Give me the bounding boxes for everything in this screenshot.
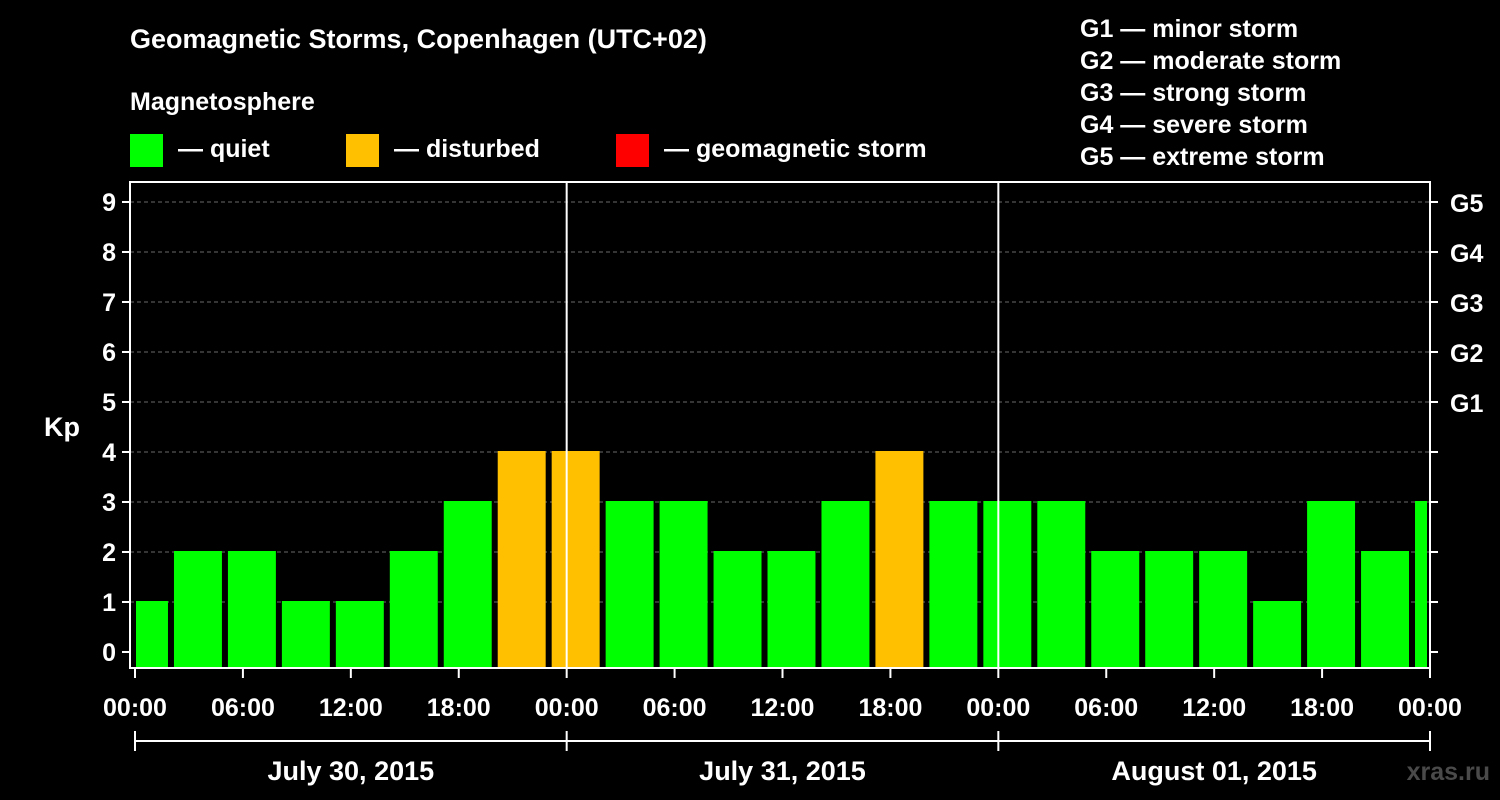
- kp-bar-13: [821, 501, 870, 667]
- kp-bar-21: [1253, 601, 1302, 667]
- y-tick-label: 6: [102, 339, 116, 367]
- legend-swatch: [130, 134, 163, 167]
- x-tick-label: 06:00: [1074, 694, 1138, 722]
- kp-bar-4: [335, 601, 384, 667]
- storm-scale-item: G5 — extreme storm: [1080, 143, 1325, 171]
- kp-bar-23: [1361, 551, 1410, 667]
- kp-bar-17: [1037, 501, 1086, 667]
- kp-bar-2: [227, 551, 276, 667]
- day-label: July 31, 2015: [699, 756, 866, 786]
- x-tick-label: 18:00: [858, 694, 922, 722]
- y-tick-label: 1: [102, 589, 116, 617]
- legend-swatch: [346, 134, 379, 167]
- kp-bar-20: [1199, 551, 1248, 667]
- y-tick-label: 9: [102, 189, 116, 217]
- storm-level-label: G1: [1450, 390, 1483, 418]
- kp-bar-15: [929, 501, 978, 667]
- kp-bar-14: [875, 451, 924, 667]
- kp-bar-11: [713, 551, 762, 667]
- legend-swatch: [616, 134, 649, 167]
- storm-scale-item: G4 — severe storm: [1080, 111, 1308, 139]
- kp-bar-5: [389, 551, 438, 667]
- y-tick-label: 7: [102, 289, 116, 317]
- x-tick-label: 12:00: [1182, 694, 1246, 722]
- y-tick-label: 0: [102, 639, 116, 667]
- watermark: xras.ru: [1407, 758, 1490, 786]
- storm-level-label: G4: [1450, 240, 1483, 268]
- storm-scale-legend: G1 — minor storm G2 — moderate storm G3 — …: [1080, 15, 1341, 171]
- storm-scale-item: G3 — strong storm: [1080, 79, 1306, 107]
- x-tick-label: 18:00: [1290, 694, 1354, 722]
- y-tick-label: 5: [102, 389, 116, 417]
- kp-bar-9: [605, 501, 654, 667]
- y-tick-label: 8: [102, 239, 116, 267]
- x-tick-label: 00:00: [966, 694, 1030, 722]
- kp-bar-3: [281, 601, 330, 667]
- legend-title: Magnetosphere: [130, 88, 315, 116]
- x-tick-label: 12:00: [751, 694, 815, 722]
- x-tick-label: 00:00: [535, 694, 599, 722]
- kp-bar-8: [551, 451, 600, 667]
- x-tick-label: 18:00: [427, 694, 491, 722]
- plot-frame: [129, 181, 1431, 669]
- kp-bar-16: [983, 501, 1032, 667]
- day-label: August 01, 2015: [1111, 756, 1317, 786]
- x-tick-label: 00:00: [1398, 694, 1462, 722]
- plot-area: 0 1 2 3 4 5 6 7 8 9 G1 G2 G3 G4 G5 00:00 06:00 12:00 18:00…: [102, 181, 1483, 786]
- kp-bar-24: [1415, 501, 1427, 667]
- legend: — quiet — disturbed — geomagnetic storm: [130, 134, 927, 167]
- y-axis-label: Kp: [44, 412, 80, 442]
- storm-level-label: G3: [1450, 290, 1483, 318]
- kp-bar-1: [173, 551, 222, 667]
- legend-label: — geomagnetic storm: [664, 135, 927, 163]
- y-tick-label: 3: [102, 489, 116, 517]
- x-tick-label: 06:00: [643, 694, 707, 722]
- kp-bar-22: [1307, 501, 1356, 667]
- kp-bar-7: [497, 451, 546, 667]
- x-tick-label: 06:00: [211, 694, 275, 722]
- legend-label: — disturbed: [394, 135, 540, 163]
- storm-scale-item: G2 — moderate storm: [1080, 47, 1341, 75]
- y-tick-label: 2: [102, 539, 116, 567]
- kp-bar-19: [1145, 551, 1194, 667]
- kp-bar-6: [443, 501, 492, 667]
- storm-level-label: G2: [1450, 340, 1483, 368]
- storm-level-label: G5: [1450, 190, 1483, 218]
- legend-label: — quiet: [178, 135, 270, 163]
- kp-bar-18: [1091, 551, 1140, 667]
- x-tick-label: 12:00: [319, 694, 383, 722]
- kp-bar-12: [767, 551, 816, 667]
- x-tick-label: 00:00: [103, 694, 167, 722]
- kp-bar-0: [136, 601, 168, 667]
- chart-title: Geomagnetic Storms, Copenhagen (UTC+02): [130, 24, 707, 54]
- storm-scale-item: G1 — minor storm: [1080, 15, 1298, 43]
- day-label: July 30, 2015: [268, 756, 435, 786]
- y-tick-label: 4: [102, 439, 116, 467]
- kp-bar-10: [659, 501, 708, 667]
